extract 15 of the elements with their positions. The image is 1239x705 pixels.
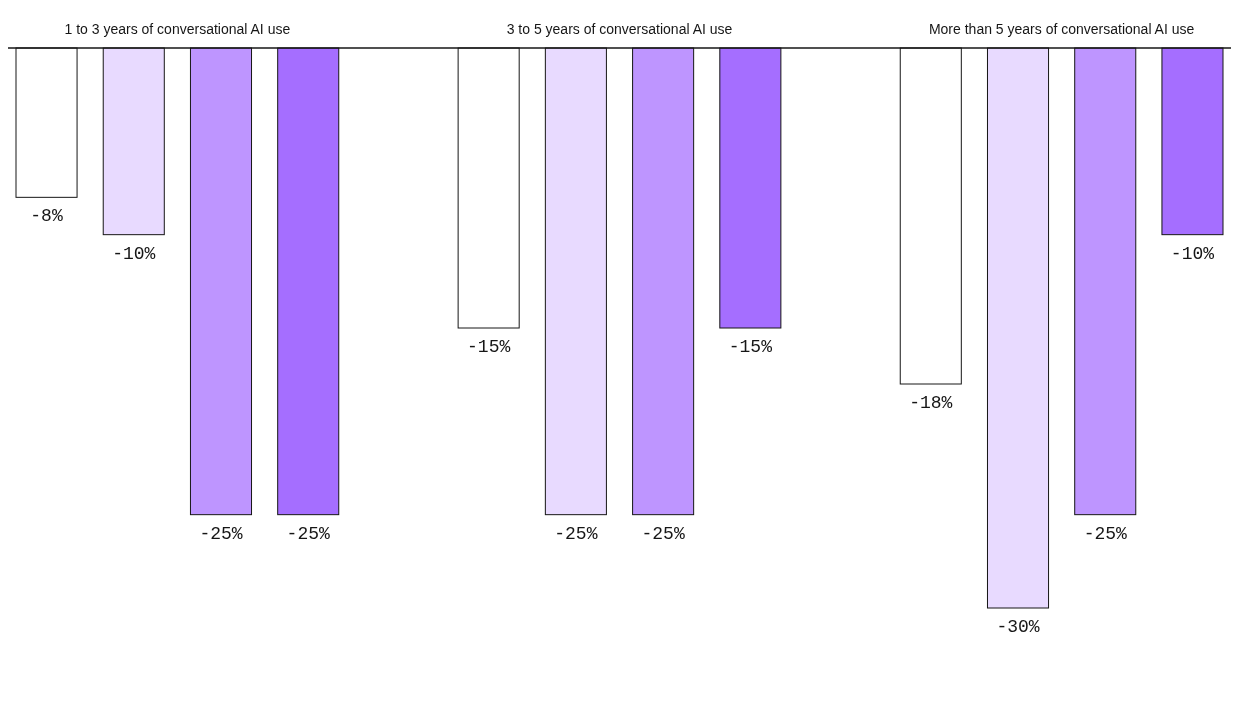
data-label: -30% [996,617,1040,637]
data-label: -25% [554,523,598,544]
data-label: -25% [199,523,243,544]
data-label: -10% [112,243,156,264]
data-label: -10% [1170,243,1215,264]
data-label: -15% [467,337,511,357]
x-tick-label: More than 5 years of conversational AI use [928,21,1195,37]
data-label: -25% [286,523,331,544]
data-label: -25% [1083,523,1128,544]
data-label: -25% [641,523,685,544]
x-tick-label: 1 to 3 years of conversational AI use [64,21,291,37]
data-label: -8% [30,206,63,227]
x-tick-label: 3 to 5 years of conversational AI use [506,21,733,37]
data-label: -18% [909,393,953,413]
data-label: -15% [728,337,773,357]
